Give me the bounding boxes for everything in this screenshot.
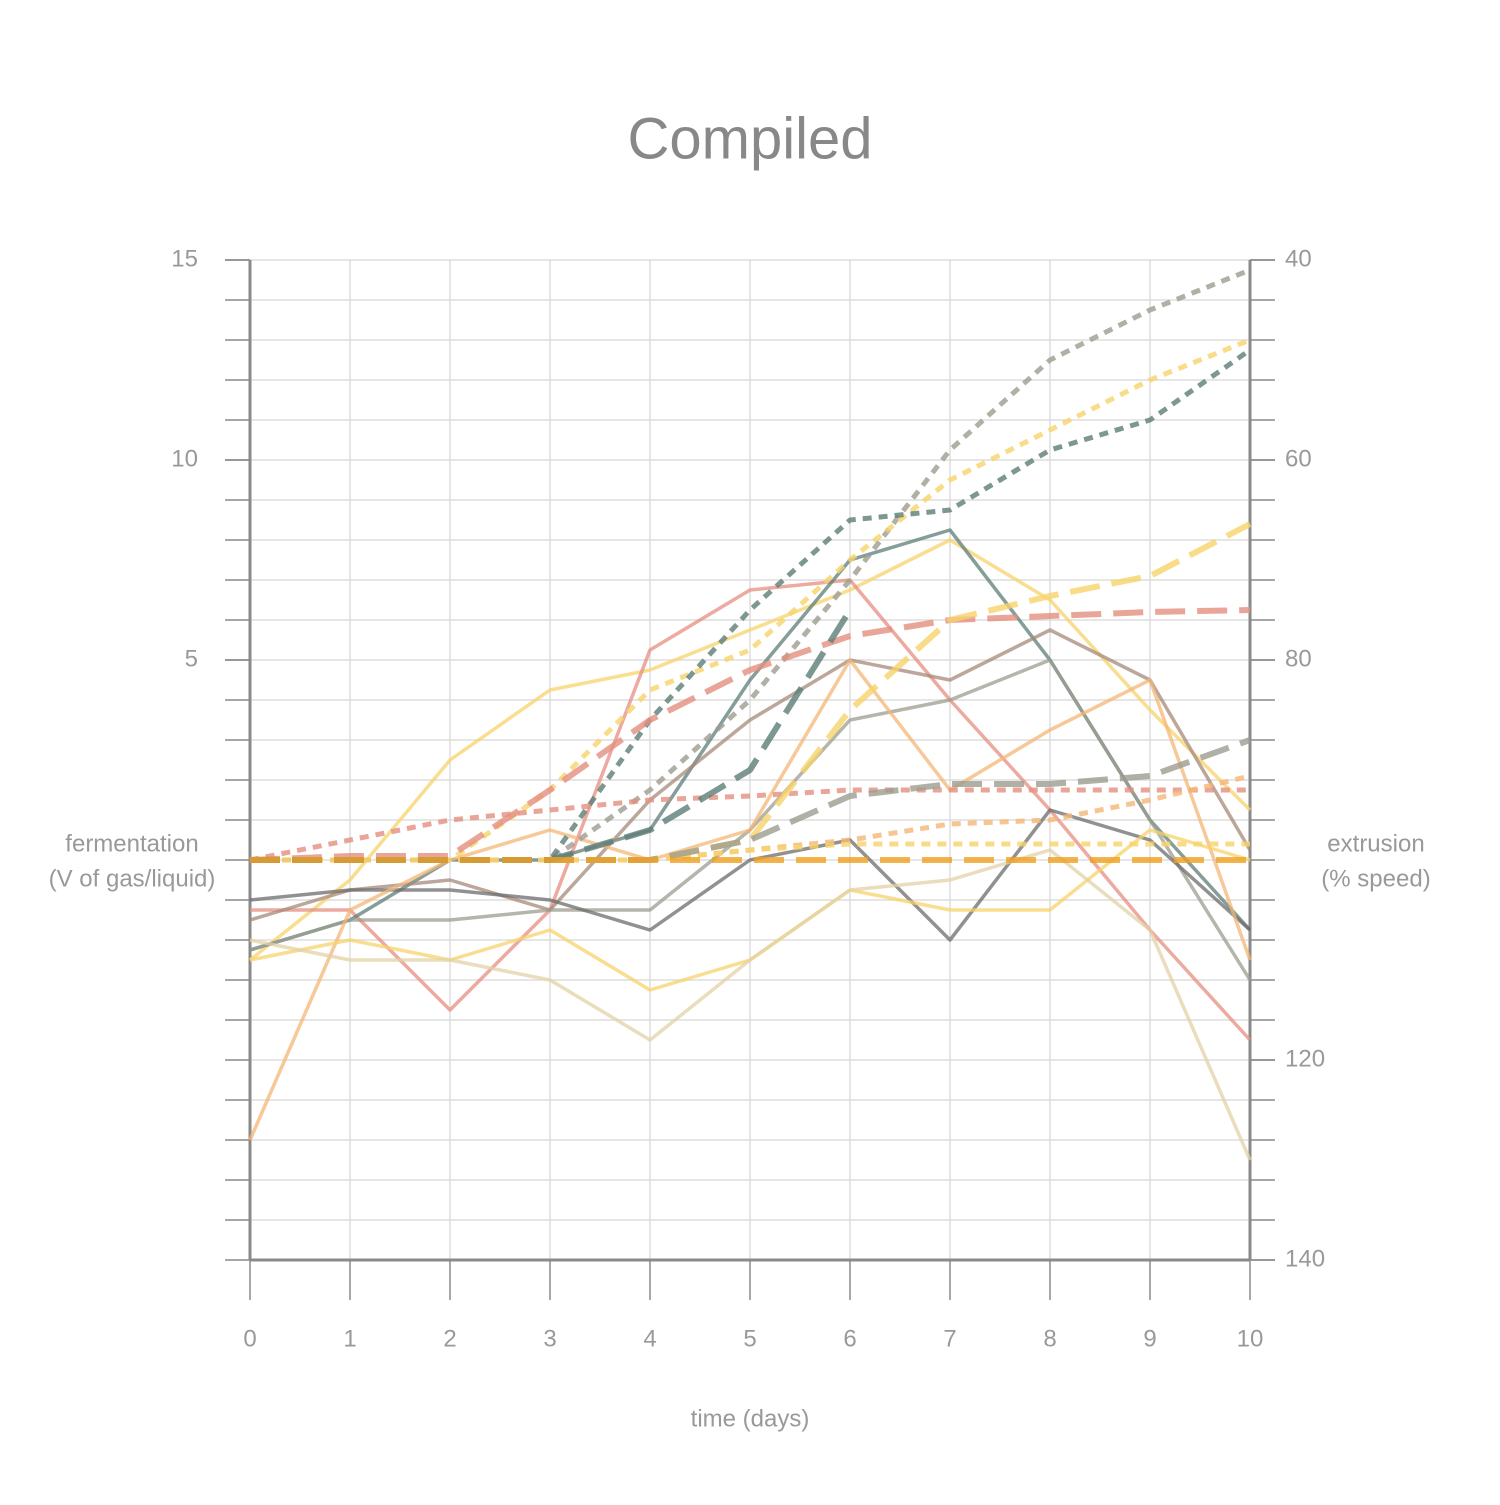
x-tick-label: 3 [543,1325,556,1352]
y2-axis-label: extrusion [1327,830,1424,857]
series-line [250,737,1252,863]
series-line [248,538,1252,962]
y2-tick-label: 140 [1285,1245,1325,1272]
x-tick-label: 5 [743,1325,756,1352]
series-line [250,578,1252,1042]
series-line [250,521,1252,863]
series-line [248,658,1252,1141]
y2-tick-label: 80 [1285,645,1312,672]
y2-tick-label: 120 [1285,1045,1325,1072]
y-tick-label: 15 [171,245,198,272]
x-tick-label: 10 [1237,1325,1264,1352]
series-line [249,607,1251,863]
series-line [250,841,1250,863]
series-line [249,628,1252,922]
x-tick-label: 8 [1043,1325,1056,1352]
x-tick-label: 9 [1143,1325,1156,1352]
x-tick-label: 0 [243,1325,256,1352]
x-tick-label: 4 [643,1325,656,1352]
y2-tick-label: 60 [1285,445,1312,472]
y-tick-label: 5 [185,645,198,672]
x-tick-label: 2 [443,1325,456,1352]
y2-tick-label: 40 [1285,245,1312,272]
x-tick-label: 6 [843,1325,856,1352]
y-tick-label: 10 [171,445,198,472]
y-axis-label: (V of gas/liquid) [49,865,216,892]
y2-axis-label: (% speed) [1321,865,1430,892]
x-tick-label: 1 [343,1325,356,1352]
y-axis-label: fermentation [65,830,198,857]
chart-title: Compiled [628,106,873,171]
series-line [249,808,1252,942]
series-line [249,787,1250,863]
series-line [249,848,1252,1161]
x-axis-label: time (days) [691,1405,810,1432]
x-tick-label: 7 [943,1325,956,1352]
